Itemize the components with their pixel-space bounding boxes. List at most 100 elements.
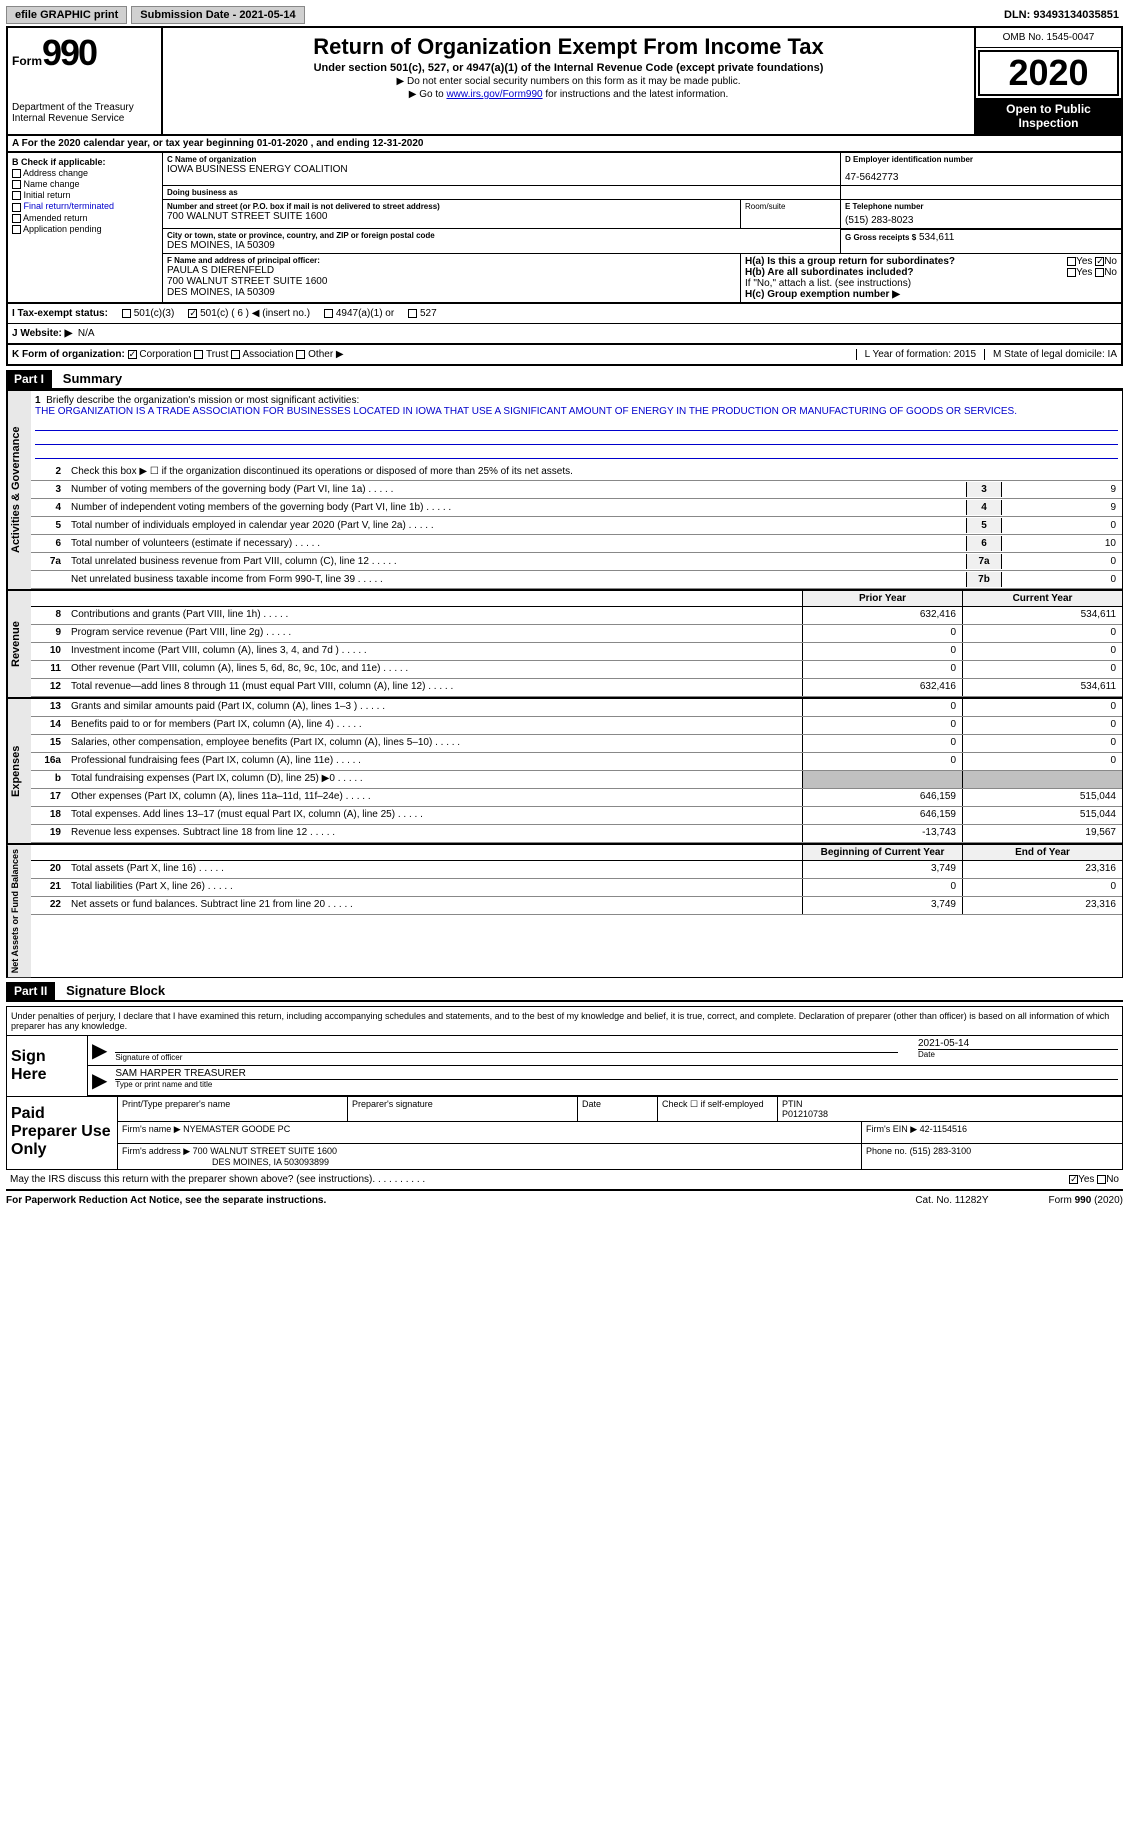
cb-corp[interactable] [128, 350, 137, 359]
discuss-yes[interactable] [1069, 1175, 1078, 1184]
gov-row-r6: 6 Total number of volunteers (estimate i… [31, 535, 1122, 553]
cb-4947[interactable] [324, 309, 333, 318]
row-prior: -13,743 [802, 825, 962, 842]
exp-row-b: b Total fundraising expenses (Part IX, c… [31, 771, 1122, 789]
city-label: City or town, state or province, country… [167, 231, 836, 240]
row-desc: Total expenses. Add lines 13–17 (must eq… [67, 807, 802, 824]
firm-phone: (515) 283-3100 [910, 1146, 972, 1156]
row-prior: 632,416 [802, 679, 962, 696]
tax-status-row: I Tax-exempt status: 501(c)(3) 501(c) ( … [6, 304, 1123, 324]
hb-note: If "No," attach a list. (see instruction… [745, 278, 1117, 289]
row-prior: 0 [802, 699, 962, 716]
ha-label: H(a) Is this a group return for subordin… [745, 256, 955, 267]
ha-yes[interactable] [1067, 257, 1076, 266]
checkbox-address[interactable] [12, 169, 21, 178]
preparer-label: Paid Preparer Use Only [7, 1097, 117, 1169]
row-prior: 0 [802, 625, 962, 642]
j-label: J Website: ▶ [12, 328, 72, 339]
gross-cell: G Gross receipts $ 534,611 [841, 229, 1121, 253]
line1-num: 1 [35, 395, 41, 406]
entity-block: B Check if applicable: Address change Na… [6, 151, 1123, 304]
row-desc: Grants and similar amounts paid (Part IX… [67, 699, 802, 716]
sig-arrow-icon: ▶ [92, 1038, 107, 1063]
ha-no[interactable] [1095, 257, 1104, 266]
dba-cell: Doing business as [163, 186, 841, 199]
exp-row-19: 19 Revenue less expenses. Subtract line … [31, 825, 1122, 843]
officer-label: F Name and address of principal officer: [167, 256, 736, 265]
expenses-section: Expenses 13 Grants and similar amounts p… [6, 698, 1123, 844]
dba-label: Doing business as [167, 188, 836, 197]
form-header: Form990 Department of the Treasury Inter… [6, 26, 1123, 136]
checkbox-final[interactable] [12, 203, 21, 212]
cb-501c3[interactable] [122, 309, 131, 318]
part1-header: Part I [6, 370, 52, 388]
row-curr: 534,611 [962, 607, 1122, 624]
row-desc: Contributions and grants (Part VIII, lin… [67, 607, 802, 624]
discuss-no[interactable] [1097, 1175, 1106, 1184]
opt-501c3: 501(c)(3) [134, 308, 175, 319]
open-public-badge: Open to Public Inspection [976, 98, 1121, 134]
cb-trust[interactable] [194, 350, 203, 359]
rev-row-9: 9 Program service revenue (Part VIII, li… [31, 625, 1122, 643]
firm-ein-label: Firm's EIN ▶ [866, 1124, 917, 1134]
main-title: Return of Organization Exempt From Incom… [167, 34, 970, 60]
cb-501c[interactable] [188, 309, 197, 318]
sig-name-label: Type or print name and title [115, 1079, 1118, 1089]
ein-cell: D Employer identification number 47-5642… [841, 153, 1121, 185]
k-label: K Form of organization: [12, 349, 125, 360]
ptin-label: PTIN [782, 1099, 1118, 1109]
row-prior: 3,749 [802, 897, 962, 914]
row-desc: Net assets or fund balances. Subtract li… [67, 897, 802, 914]
firm-phone-label: Phone no. [866, 1146, 907, 1156]
vert-expenses: Expenses [7, 699, 31, 843]
row-prior [802, 771, 962, 788]
part1-title: Summary [63, 371, 122, 386]
cb-assoc[interactable] [231, 350, 240, 359]
gov-row-r7a: 7a Total unrelated business revenue from… [31, 553, 1122, 571]
checkbox-name[interactable] [12, 180, 21, 189]
ptin-value: P01210738 [782, 1109, 1118, 1119]
city-cell: City or town, state or province, country… [163, 229, 841, 253]
row-val: 0 [1002, 554, 1122, 569]
checkbox-amended[interactable] [12, 214, 21, 223]
exp-row-17: 17 Other expenses (Part IX, column (A), … [31, 789, 1122, 807]
checkbox-pending[interactable] [12, 225, 21, 234]
omb-number: OMB No. 1545-0047 [976, 28, 1121, 48]
row-desc: Total number of volunteers (estimate if … [67, 536, 966, 551]
firm-ein: 42-1154516 [920, 1124, 967, 1134]
row-desc: Total liabilities (Part X, line 26) [67, 879, 802, 896]
row-curr: 515,044 [962, 807, 1122, 824]
rev-row-11: 11 Other revenue (Part VIII, column (A),… [31, 661, 1122, 679]
addr-label: Number and street (or P.O. box if mail i… [167, 202, 736, 211]
header-middle: Return of Organization Exempt From Incom… [163, 28, 976, 134]
row-val: 0 [1002, 572, 1122, 587]
hb-no[interactable] [1095, 268, 1104, 277]
period-text: For the 2020 calendar year, or tax year … [22, 138, 424, 149]
row-desc: Total revenue—add lines 8 through 11 (mu… [67, 679, 802, 696]
hb-label: H(b) Are all subordinates included? [745, 267, 914, 278]
addr-value: 700 WALNUT STREET SUITE 1600 [167, 211, 736, 222]
irs-link[interactable]: www.irs.gov/Form990 [446, 89, 542, 100]
row-desc: Other revenue (Part VIII, column (A), li… [67, 661, 802, 678]
addr-cell: Number and street (or P.O. box if mail i… [163, 200, 741, 228]
row-desc: Salaries, other compensation, employee b… [67, 735, 802, 752]
prep-check-header: Check ☐ if self-employed [658, 1097, 778, 1121]
sign-here-label: Sign Here [7, 1036, 87, 1096]
row-desc: Number of voting members of the governin… [67, 482, 966, 497]
row-desc: Professional fundraising fees (Part IX, … [67, 753, 802, 770]
dln: DLN: 93493134035851 [1000, 7, 1123, 23]
current-year-header: Current Year [962, 591, 1122, 606]
row-prior: 3,749 [802, 861, 962, 878]
cb-527[interactable] [408, 309, 417, 318]
prep-date-header: Date [578, 1097, 658, 1121]
efile-button[interactable]: efile GRAPHIC print [6, 6, 127, 24]
row-curr: 23,316 [962, 861, 1122, 878]
cb-label-amended: Amended return [23, 213, 88, 223]
exp-row-13: 13 Grants and similar amounts paid (Part… [31, 699, 1122, 717]
hb-yes[interactable] [1067, 268, 1076, 277]
row-num: 16a [31, 753, 67, 770]
footer-right: Form 990 (2020) [1049, 1195, 1123, 1206]
sig-arrow-icon-2: ▶ [92, 1068, 107, 1093]
cb-other[interactable] [296, 350, 305, 359]
checkbox-initial[interactable] [12, 191, 21, 200]
